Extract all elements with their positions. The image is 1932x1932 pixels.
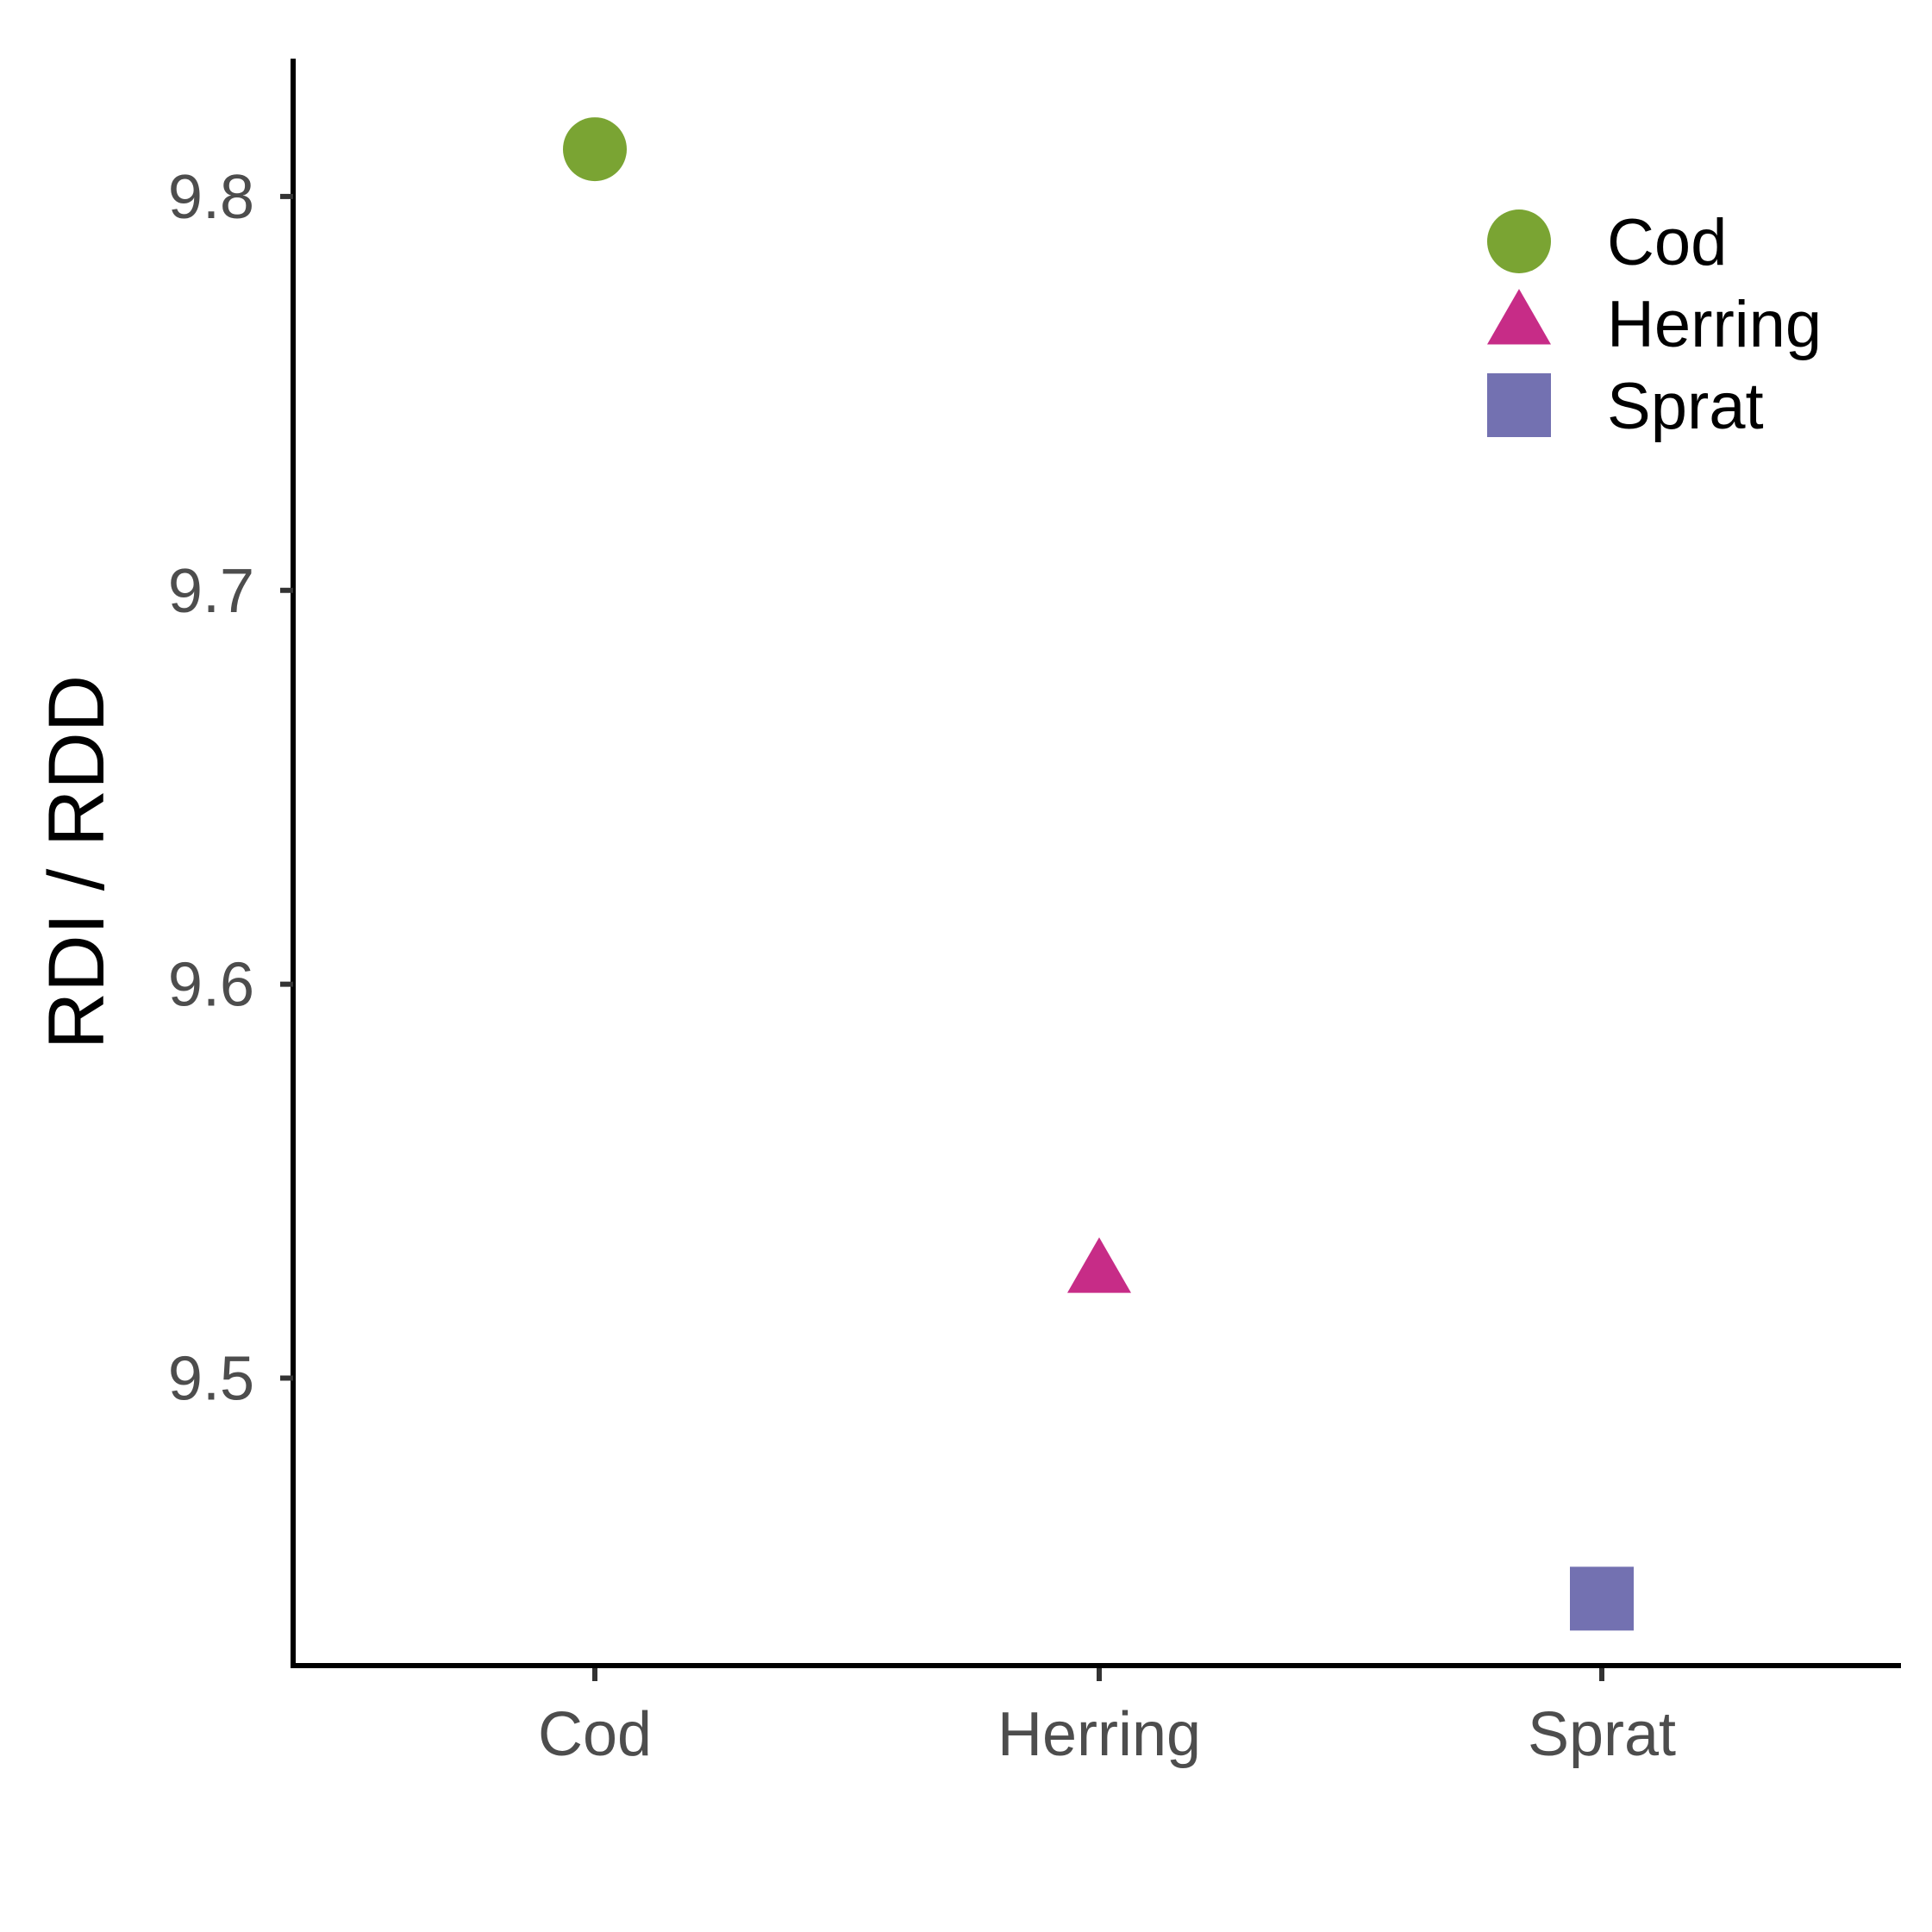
data-point-sprat — [1570, 1566, 1634, 1631]
x-tick-label: Sprat — [1528, 1700, 1676, 1769]
x-axis: Cod Herring Sprat — [291, 1663, 1901, 1769]
data-point-herring — [1067, 1237, 1131, 1293]
y-axis-title: RDI / RDD — [33, 675, 121, 1049]
y-tick-label: 9.7 — [168, 557, 254, 626]
legend-label-sprat: Sprat — [1607, 370, 1764, 443]
x-tick-label: Cod — [538, 1700, 652, 1769]
y-axis: 9.5 9.6 9.7 9.8 — [168, 59, 296, 1668]
y-tick-label: 9.8 — [168, 163, 254, 232]
y-ticks: 9.5 9.6 9.7 9.8 — [168, 163, 293, 1413]
y-tick-label: 9.5 — [168, 1344, 254, 1413]
legend-key-cod — [1487, 209, 1551, 273]
y-tick-label: 9.6 — [168, 951, 254, 1020]
legend-label-herring: Herring — [1607, 288, 1822, 361]
data-points — [563, 117, 1634, 1631]
x-tick-label: Herring — [997, 1700, 1201, 1769]
data-point-cod — [563, 117, 627, 182]
legend-label-cod: Cod — [1607, 206, 1727, 279]
legend: Cod Herring Sprat — [1487, 206, 1822, 443]
legend-key-herring — [1487, 289, 1551, 345]
x-ticks: Cod Herring Sprat — [538, 1668, 1676, 1769]
legend-key-sprat — [1487, 373, 1551, 437]
